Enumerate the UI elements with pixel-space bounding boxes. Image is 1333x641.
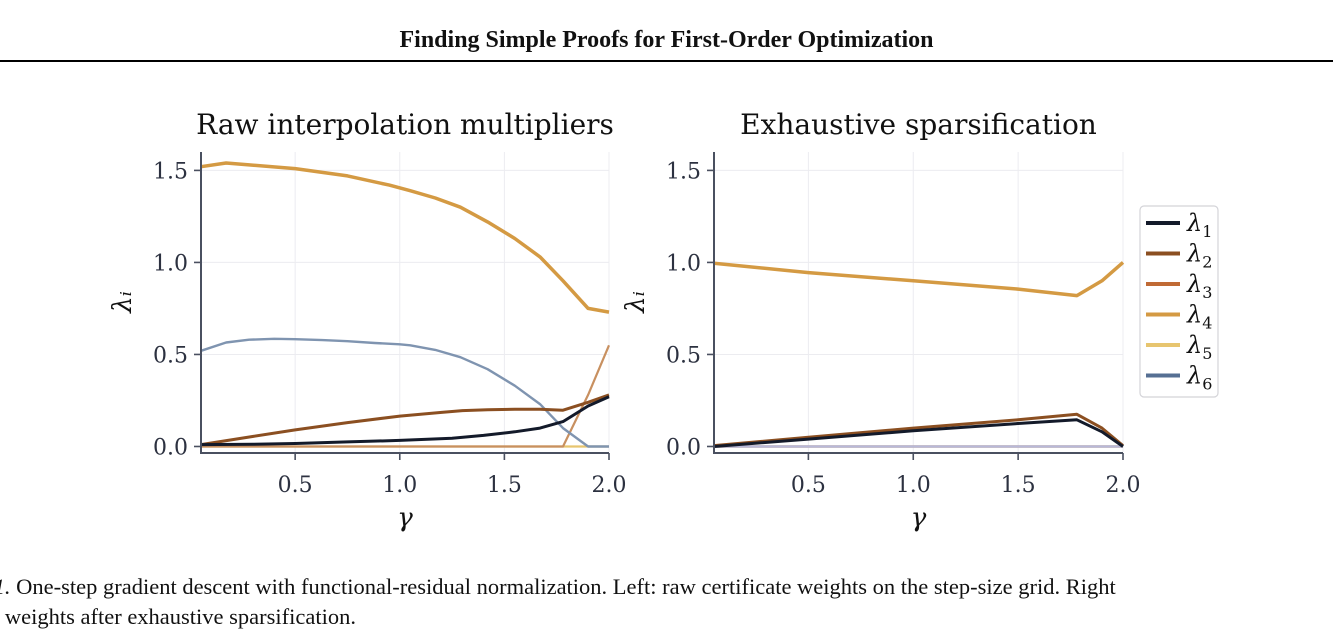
y-tick-label-1: 0.5 (153, 343, 188, 368)
x-tick-label-0: 0.5 (278, 473, 313, 498)
chart-title-left: Raw interpolation multipliers (196, 108, 614, 141)
series-line-lambda4-right (713, 261, 1125, 298)
caption-label: e 1. (0, 574, 11, 599)
y-axis-label-left: λᵢ (108, 291, 138, 314)
x-axis-label-left: γ (397, 503, 413, 533)
series-line-lambda2-right (713, 412, 1124, 448)
series-line-lambda2-left (200, 393, 610, 447)
y-tick-label-3: 1.5 (666, 159, 701, 184)
chart-title-right: Exhaustive sparsification (740, 108, 1097, 141)
legend-label-6: λ6 (1186, 362, 1212, 394)
x-axis-label-right: γ (911, 503, 927, 533)
figure: 0.0 0.5 1.0 1.5 0.5 1.0 1.5 2.0 Raw interpolatio… (0, 90, 1333, 540)
page-title: Finding Simple Proofs for First-Order Op… (399, 27, 934, 53)
series-line-lambda4-left (200, 161, 610, 314)
caption-line-2: ed weights after exhaustive sparsificati… (0, 604, 356, 629)
series-line-lambda1-left (200, 395, 610, 447)
legend-label-2: λ2 (1186, 240, 1212, 272)
legend-label-5: λ5 (1186, 331, 1212, 363)
x-tick-label-0: 0.5 (791, 473, 826, 498)
series-line-lambda3-left (201, 344, 611, 448)
figure-svg: 0.0 0.5 1.0 1.5 0.5 1.0 1.5 2.0 Raw interpolatio… (108, 108, 1219, 533)
x-tick-label-1: 1.0 (896, 473, 931, 498)
y-tick-label-2: 1.0 (666, 251, 701, 276)
series-line-lambda1-right (713, 418, 1124, 448)
legend-label-1: λ1 (1186, 209, 1212, 241)
x-tick-label-3: 2.0 (592, 473, 627, 498)
chart-panel-right: 0.0 0.5 1.0 1.5 0.5 1.0 1.5 2.0 Exhaustive spars… (621, 108, 1141, 533)
page-header: Finding Simple Proofs for First-Order Op… (0, 0, 1333, 62)
x-tick-label-2: 1.5 (487, 473, 522, 498)
y-tick-label-2: 1.0 (153, 251, 188, 276)
x-tick-label-1: 1.0 (382, 473, 417, 498)
y-axis-label-right: λᵢ (621, 291, 651, 314)
x-tick-label-3: 2.0 (1106, 473, 1141, 498)
series-line-lambda6-left (200, 337, 609, 448)
y-tick-label-1: 0.5 (666, 343, 701, 368)
y-tick-label-3: 1.5 (153, 159, 188, 184)
legend-label-3: λ3 (1186, 270, 1212, 302)
y-tick-label-0: 0.0 (666, 435, 701, 460)
caption-line-1: One-step gradient descent with functiona… (10, 574, 1116, 599)
figure-caption: e 1. One-step gradient descent with func… (0, 572, 1333, 632)
x-tick-label-2: 1.5 (1001, 473, 1036, 498)
chart-panel-left: 0.0 0.5 1.0 1.5 0.5 1.0 1.5 2.0 Raw interpolatio… (108, 108, 627, 533)
legend-label-4: λ4 (1186, 301, 1212, 333)
y-tick-label-0: 0.0 (153, 435, 188, 460)
